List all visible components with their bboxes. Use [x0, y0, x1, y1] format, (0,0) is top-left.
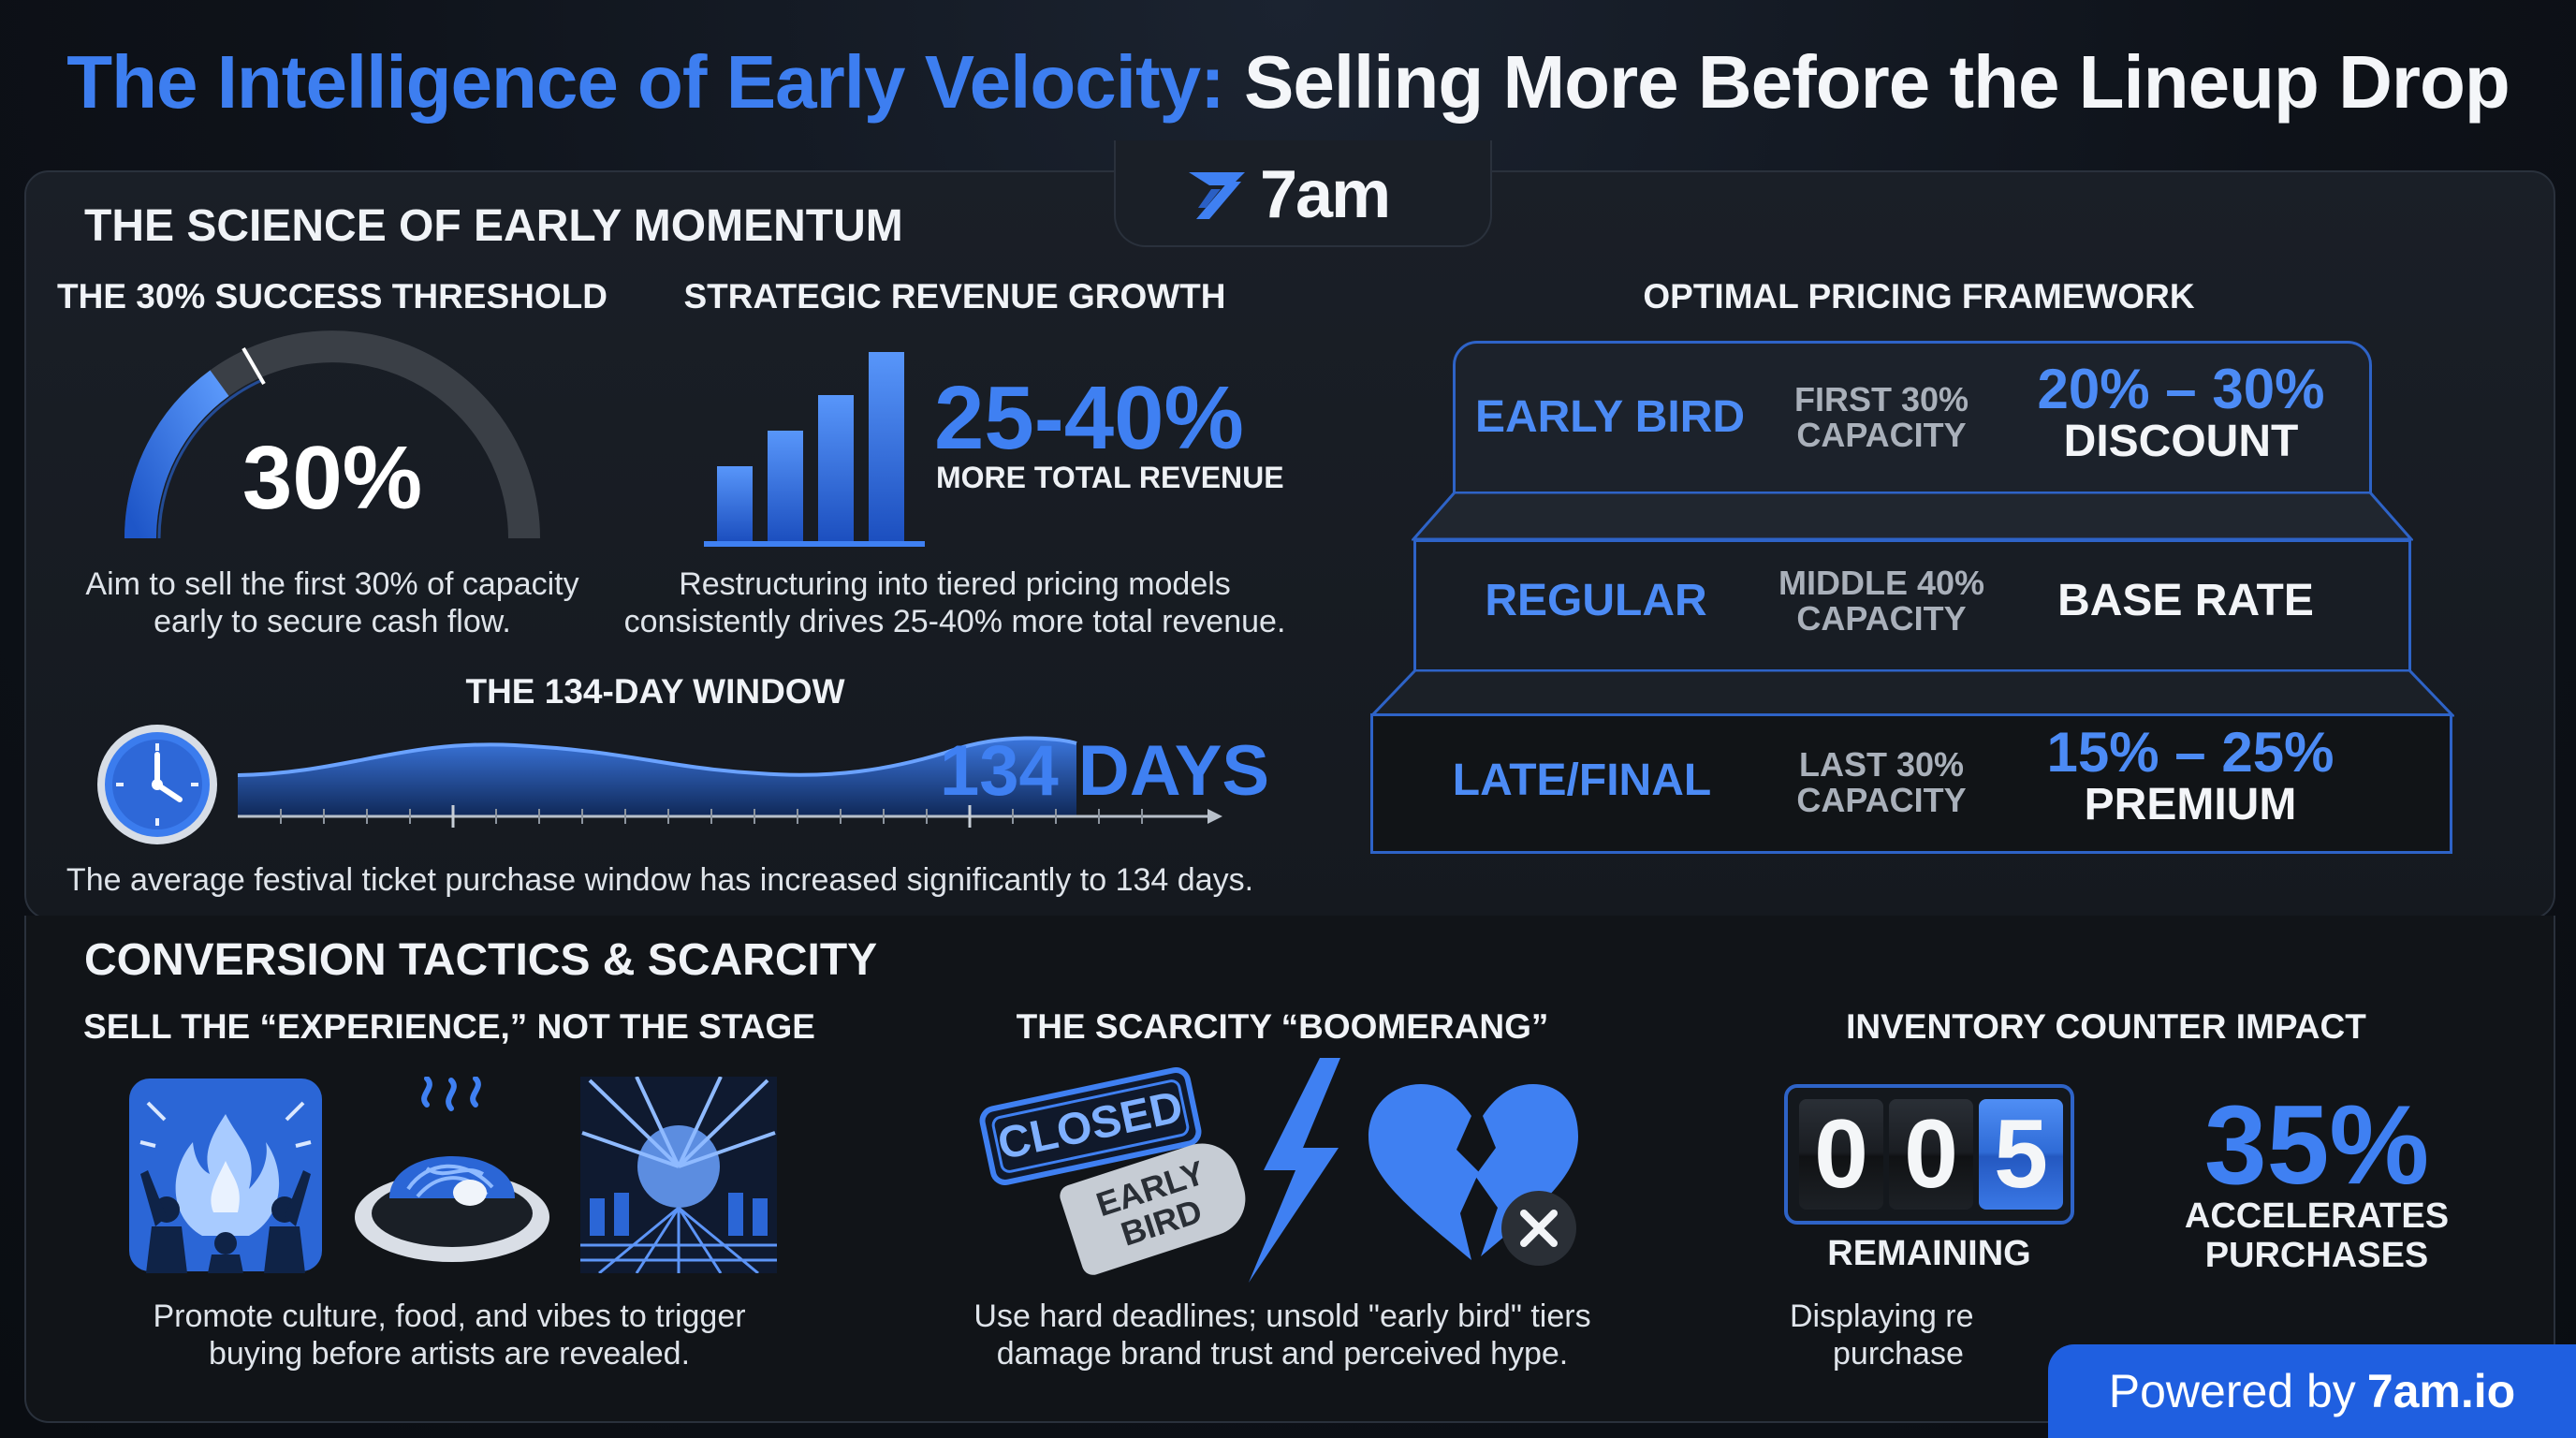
tier-regular [1413, 539, 2411, 672]
broken-heart-icon [1368, 1084, 1578, 1266]
crowd-fire-icon [129, 1078, 322, 1273]
gauge-fill [124, 370, 229, 539]
revenue-caption-line1: Restructuring into tiered pricing models [679, 566, 1231, 602]
threshold-caption-line2: early to secure cash flow. [154, 604, 511, 639]
tier-early-bird-name: EARLY BIRD [1474, 392, 1746, 442]
science-heading: THE SCIENCE OF EARLY MOMENTUM [84, 201, 903, 251]
tier-late-final-value: 15% – 25% PREMIUM [2022, 721, 2359, 831]
threshold-caption: Aim to sell the first 30% of capacity ea… [56, 565, 608, 640]
experience-caption-line2: buying before artists are revealed. [208, 1336, 691, 1372]
tier-early-bird-val1: 20% – 30% [2037, 358, 2325, 420]
boomerang-caption: Use hard deadlines; unsold "early bird" … [936, 1298, 1629, 1372]
tier-regular-capacity: MIDDLE 40% CAPACITY [1750, 565, 2012, 637]
counter-digit-3: 5 [1979, 1099, 2063, 1210]
revenue-value-label: MORE TOTAL REVENUE [936, 461, 1284, 494]
revenue-caption-line2: consistently drives 25-40% more total re… [623, 604, 1286, 639]
remaining-label: REMAINING [1827, 1234, 2031, 1273]
tier-regular-cap2: CAPACITY [1796, 599, 1967, 638]
lightning-bolt-icon [1249, 1058, 1340, 1283]
window-timeline [237, 736, 1222, 828]
stage-lights-icon [580, 1077, 777, 1273]
boomerang-title: THE SCARCITY “BOOMERANG” [1016, 1007, 1549, 1046]
gauge-needle [242, 346, 266, 386]
inventory-stat: 35% [2203, 1082, 2430, 1208]
tier-early-bird-value: 20% – 30% DISCOUNT [2012, 358, 2349, 468]
revenue-caption: Restructuring into tiered pricing models… [618, 565, 1292, 640]
inventory-stat-label1: ACCELERATES [2184, 1196, 2450, 1236]
conversion-heading: CONVERSION TACTICS & SCARCITY [84, 935, 878, 985]
tier-step-2 [1370, 670, 2454, 717]
logo-notch [1114, 140, 1492, 247]
brand-logo: 7am [1187, 157, 1391, 232]
window-title: THE 134-DAY WINDOW [465, 672, 845, 711]
clock-icon [97, 725, 217, 844]
threshold-gauge [124, 330, 540, 539]
tier-step-1 [1412, 492, 2413, 541]
counter-digit-2: 0 [1889, 1099, 1973, 1210]
tier-regular-name: REGULAR [1485, 576, 1707, 625]
boomerang-caption-line2: damage brand trust and perceived hype. [996, 1336, 1569, 1372]
tier-early-bird-cap1: FIRST 30% [1793, 380, 1969, 418]
title-part1: The Intelligence of Early Velocity: [66, 40, 1224, 124]
tier-late-final [1370, 713, 2452, 854]
threshold-caption-line1: Aim to sell the first 30% of capacity [85, 566, 579, 602]
inventory-stat-label: ACCELERATES PURCHASES [2134, 1196, 2499, 1275]
window-caption: The average festival ticket purchase win… [66, 862, 1254, 898]
powered-brand: 7am.io [2366, 1365, 2516, 1417]
revenue-value: 25-40% [934, 368, 1244, 468]
tier-early-bird-cap2: CAPACITY [1796, 416, 1967, 454]
tier-late-final-val2: PREMIUM [2084, 780, 2297, 829]
inventory-caption-line2: purchase [1833, 1336, 1964, 1372]
threshold-value: 30% [242, 428, 423, 528]
tier-early-bird-capacity: FIRST 30% CAPACITY [1760, 382, 2003, 453]
tier-late-final-name: LATE/FINAL [1452, 756, 1712, 805]
experience-title: SELL THE “EXPERIENCE,” NOT THE STAGE [83, 1007, 815, 1046]
revenue-title: STRATEGIC REVENUE GROWTH [683, 277, 1226, 315]
revenue-bar-chart-icon [704, 352, 925, 547]
title-part2: Selling More Before the Lineup Drop [1243, 40, 2510, 124]
window-value: 134 DAYS [940, 731, 1270, 811]
brand-mark-icon [1189, 172, 1245, 219]
tier-regular-cap1: MIDDLE 40% [1778, 564, 1985, 602]
powered-by-badge[interactable]: Powered by 7am.io [2048, 1344, 2576, 1438]
page-title: The Intelligence of Early Velocity: Sell… [0, 39, 2576, 125]
tier-regular-value: BASE RATE [2057, 576, 2314, 625]
powered-prefix: Powered by [2108, 1365, 2356, 1417]
tier-late-final-capacity: LAST 30% CAPACITY [1760, 747, 2003, 818]
boomerang-caption-line1: Use hard deadlines; unsold "early bird" … [973, 1299, 1591, 1334]
inventory-caption: Displaying re purchase [1790, 1298, 2052, 1372]
tier-early-bird-val2: DISCOUNT [2063, 417, 2299, 466]
tier-late-final-cap1: LAST 30% [1798, 745, 1965, 784]
experience-caption-line1: Promote culture, food, and vibes to trig… [153, 1299, 746, 1334]
pricing-title: OPTIMAL PRICING FRAMEWORK [1643, 277, 2195, 315]
brand-logo-text: 7am [1260, 157, 1391, 232]
inventory-caption-line1: Displaying re [1790, 1299, 1974, 1334]
experience-caption: Promote culture, food, and vibes to trig… [94, 1298, 805, 1372]
food-dish-icon [355, 1077, 549, 1262]
inventory-stat-label2: PURCHASES [2204, 1236, 2429, 1275]
tier-late-final-cap2: CAPACITY [1796, 781, 1967, 819]
tier-late-final-val1: 15% – 25% [2046, 721, 2334, 784]
counter-digit-1: 0 [1799, 1099, 1883, 1210]
inventory-title: INVENTORY COUNTER IMPACT [1846, 1007, 2366, 1046]
threshold-title: THE 30% SUCCESS THRESHOLD [57, 277, 607, 315]
